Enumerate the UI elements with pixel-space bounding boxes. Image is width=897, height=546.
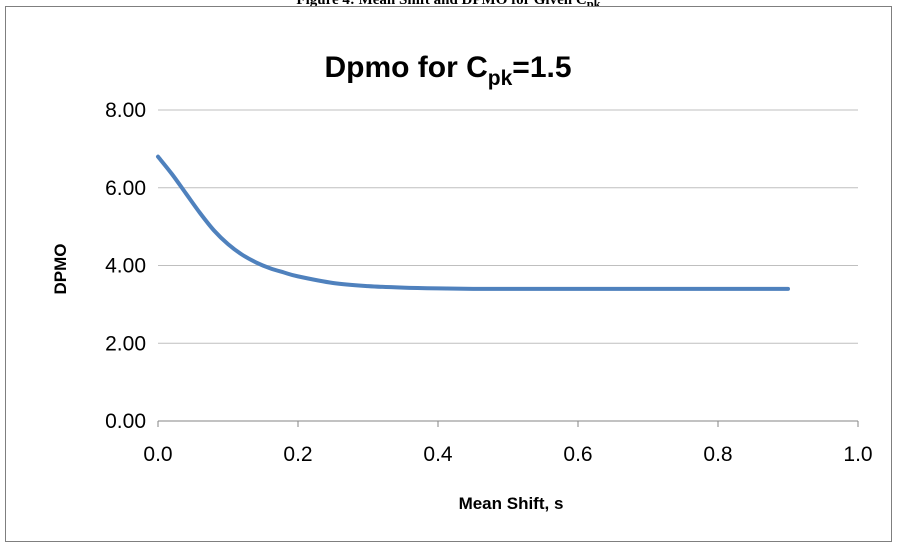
figure-caption-text: Figure 4: Mean Shift and DPMO for Given … bbox=[296, 0, 587, 8]
x-tick-label: 0.4 bbox=[423, 443, 453, 466]
chart-title-subscript: pk bbox=[488, 67, 513, 90]
chart-area: Dpmo for Cpk=1.5 0.00 2.00 4.00 6.00 8.00 0.… bbox=[5, 6, 892, 542]
x-axis-title: Mean Shift, s bbox=[459, 494, 564, 513]
y-tick-label: 8.00 bbox=[105, 99, 146, 122]
y-axis-title: DPMO bbox=[51, 244, 70, 295]
x-tick-label: 0.0 bbox=[143, 443, 172, 466]
x-tick-label: 0.8 bbox=[703, 443, 732, 466]
x-tick-label: 0.6 bbox=[563, 443, 592, 466]
gridlines bbox=[158, 109, 858, 422]
chart-title-main: Dpmo for C bbox=[324, 51, 487, 84]
x-tick-label: 1.0 bbox=[843, 443, 872, 466]
y-axis-ticks: 0.00 2.00 4.00 6.00 8.00 bbox=[105, 99, 146, 433]
x-axis-ticks: 0.0 0.2 0.4 0.6 0.8 1.0 bbox=[143, 421, 873, 466]
chart-title: Dpmo for Cpk=1.5 bbox=[324, 51, 571, 90]
y-tick-label: 6.00 bbox=[105, 177, 146, 200]
line-chart: Dpmo for Cpk=1.5 0.00 2.00 4.00 6.00 8.00 0.… bbox=[51, 51, 873, 513]
figure-caption-subscript: pk bbox=[587, 0, 601, 11]
figure-caption: Figure 4: Mean Shift and DPMO for Given … bbox=[0, 0, 897, 12]
y-tick-label: 4.00 bbox=[105, 255, 146, 278]
y-tick-label: 0.00 bbox=[105, 410, 146, 433]
dpmo-series-line bbox=[156, 154, 790, 291]
y-tick-label: 2.00 bbox=[105, 332, 146, 355]
x-tick-label: 0.2 bbox=[283, 443, 312, 466]
chart-title-suffix: =1.5 bbox=[512, 51, 571, 84]
